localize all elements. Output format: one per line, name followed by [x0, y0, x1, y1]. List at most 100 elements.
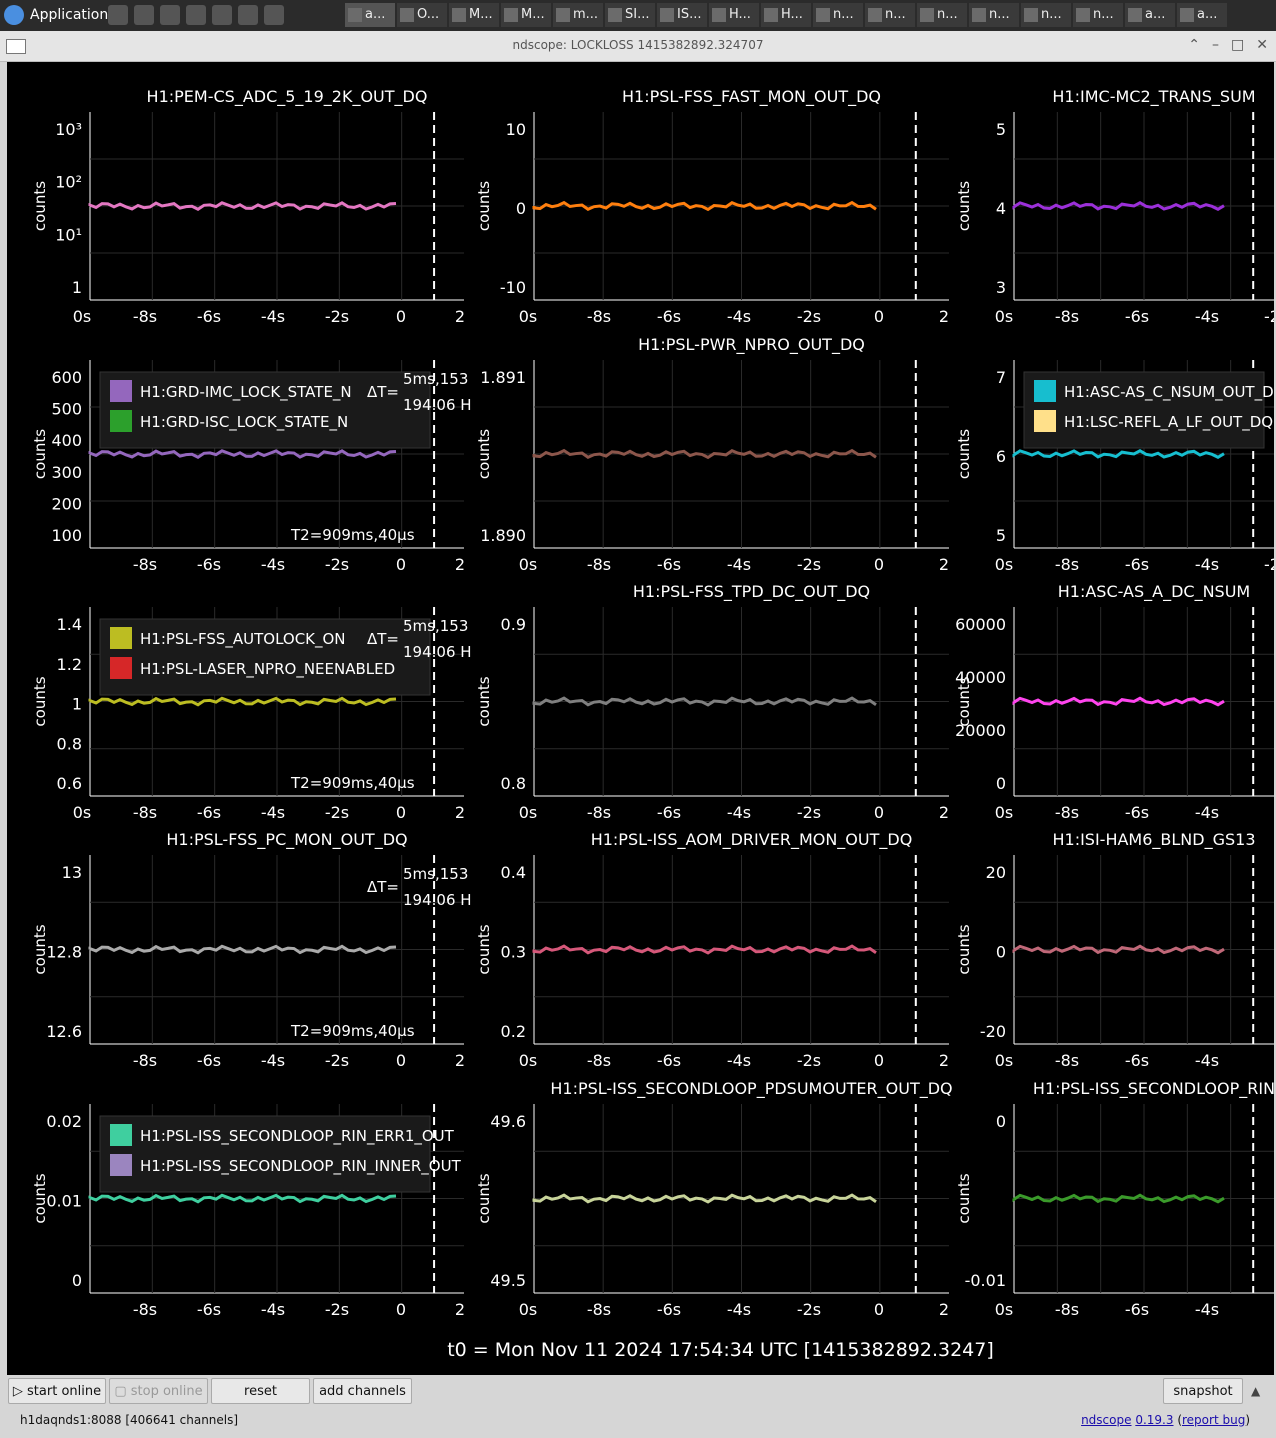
version-link[interactable]: 0.19.3: [1135, 1413, 1174, 1427]
legend-entry: H1:PSL-FSS_AUTOLOCK_ON: [140, 630, 346, 649]
legend-entry: H1:PSL-LASER_NPRO_NEENABLED: [140, 660, 395, 679]
y-tick-label: 0.2: [501, 1022, 526, 1041]
start-online-button[interactable]: ▷ start online: [8, 1378, 106, 1404]
shade-icon[interactable]: ⌃: [1188, 37, 1201, 53]
legend-swatch: [110, 380, 132, 402]
taskbar-task[interactable]: n...: [969, 3, 1019, 27]
x-tick-label: 0s: [519, 1300, 538, 1319]
add-channels-button[interactable]: add channels: [313, 1378, 412, 1404]
y-tick-label: 12.8: [46, 943, 82, 962]
taskbar-task[interactable]: H...: [761, 3, 811, 27]
plot-p40[interactable]: counts 0.02 0.01 0 -8s -6s -4s -2s 0 2 H1:PSL-ISS_…: [31, 1104, 465, 1319]
plot-p10[interactable]: counts 600 500 400 300 200 100 -8s -6s -4s -2s 0 2 H1…: [31, 360, 465, 574]
editor-launcher-icon[interactable]: [264, 5, 284, 25]
reset-button[interactable]: reset: [211, 1378, 310, 1404]
x-tick-label: -6s: [657, 803, 681, 822]
taskbar-task[interactable]: IS...: [657, 3, 707, 27]
x-tick-label: -6s: [1125, 1300, 1149, 1319]
taskbar-task-label: H...: [729, 7, 751, 22]
close-icon[interactable]: ✕: [1256, 37, 1268, 53]
ndscope-link[interactable]: ndscope: [1081, 1413, 1132, 1427]
cursor-annotation: ΔT=5ms,153 194.06 H T2=909ms,40μs: [290, 865, 472, 1040]
taskbar-task[interactable]: O...: [397, 3, 447, 27]
snapshot-button[interactable]: snapshot: [1163, 1378, 1243, 1404]
x-tick-label: -6s: [197, 555, 221, 574]
y-axis-label: counts: [31, 924, 49, 974]
legend-entry: H1:ASC-AS_C_NSUM_OUT_DQ: [1064, 383, 1274, 402]
x-tick-label: 0s: [519, 803, 538, 822]
plot-p41[interactable]: H1:PSL-ISS_SECONDLOOP_PDSUMOUTER_OUT_DQc…: [475, 1079, 953, 1319]
plot-title: H1:PSL-PWR_NPRO_OUT_DQ: [638, 335, 865, 355]
window-menu-icon[interactable]: [6, 39, 26, 54]
taskbar-task[interactable]: m...: [553, 3, 603, 27]
taskbar-task[interactable]: a...: [1125, 3, 1175, 27]
report-bug-link[interactable]: report bug: [1182, 1413, 1246, 1427]
taskbar-task[interactable]: H...: [709, 3, 759, 27]
y-tick-label: 49.5: [490, 1271, 526, 1290]
taskbar-task[interactable]: n...: [1073, 3, 1123, 27]
plot-title: H1:PSL-FSS_PC_MON_OUT_DQ: [166, 830, 407, 850]
minimize-icon[interactable]: –: [1212, 37, 1220, 53]
y-tick-label: -0.01: [965, 1271, 1006, 1290]
x-tick-label: -2s: [325, 803, 349, 822]
share-launcher-icon[interactable]: [212, 5, 232, 25]
expand-panel-icon[interactable]: ▲: [1251, 1384, 1261, 1398]
taskbar-task[interactable]: n...: [813, 3, 863, 27]
taskbar-task[interactable]: M...: [501, 3, 551, 27]
y-tick-label: 1.2: [57, 655, 82, 674]
taskbar-task[interactable]: a...: [1177, 3, 1227, 27]
window-icon: [816, 8, 830, 22]
x-tick-label: 0s: [995, 555, 1014, 574]
x-tick-label: 0s: [73, 803, 92, 822]
y-tick-label: 0.4: [501, 863, 526, 882]
taskbar-task[interactable]: SI...: [605, 3, 655, 27]
window-icon: [920, 8, 934, 22]
browser-launcher-icon[interactable]: [186, 5, 206, 25]
x-tick-label: -4s: [1195, 803, 1219, 822]
x-tick-label: -8s: [133, 1051, 157, 1070]
plot-p20[interactable]: counts 1.4 1.2 1 0.8 0.6 0s -8s -6s -4s -2s 0 2 H1:PS…: [31, 607, 465, 822]
taskbar-task-label: a...: [365, 7, 386, 22]
frequency-value: 194.06 H: [403, 891, 472, 909]
taskbar-task-label: n...: [833, 7, 854, 22]
x-tick-label: -6s: [197, 1300, 221, 1319]
x-tick-label: -2s: [797, 555, 821, 574]
x-tick-label: -8s: [133, 555, 157, 574]
plot-p12[interactable]: counts 7 6 5 0s -8s -6s -4s -2 H1:ASC-AS_C_NSUM_O…: [955, 360, 1274, 574]
y-tick-label: 500: [51, 400, 82, 419]
legend-swatch: [110, 410, 132, 432]
x-tick-label: 0s: [995, 307, 1014, 326]
y-axis-label: counts: [955, 181, 973, 231]
y-axis-label: counts: [31, 1173, 49, 1223]
applications-menu[interactable]: Applications: [4, 5, 116, 25]
taskbar-task[interactable]: M...: [449, 3, 499, 27]
taskbar-task[interactable]: n...: [917, 3, 967, 27]
terminal-launcher-icon[interactable]: [108, 5, 128, 25]
users-launcher-icon[interactable]: [238, 5, 258, 25]
series-trace: [88, 1193, 397, 1204]
applications-label: Applications: [30, 7, 116, 23]
plot-area[interactable]: H1:PEM-CS_ADC_5_19_2K_OUT_DQ counts 10³ 10²…: [7, 62, 1274, 1375]
maximize-icon[interactable]: □: [1231, 37, 1245, 53]
taskbar-task[interactable]: a...: [345, 3, 395, 27]
firefox-launcher-icon[interactable]: [160, 5, 180, 25]
y-tick-label: 40000: [955, 668, 1006, 687]
taskbar-task[interactable]: n...: [1021, 3, 1071, 27]
stop-online-button[interactable]: ▢ stop online: [109, 1378, 208, 1404]
files-launcher-icon[interactable]: [134, 5, 154, 25]
t2-value: T2=909ms,40μs: [290, 1022, 415, 1040]
legend-box: [1023, 371, 1265, 449]
taskbar-task[interactable]: n...: [865, 3, 915, 27]
x-tick-label: 2: [455, 307, 465, 326]
